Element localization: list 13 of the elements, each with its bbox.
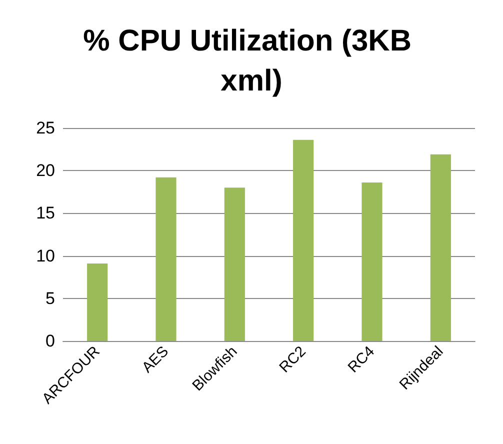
chart-title: % CPU Utilization (3KB xml) bbox=[83, 24, 420, 98]
y-tick-label: 15 bbox=[36, 204, 55, 223]
bar bbox=[87, 263, 108, 341]
y-tick-label: 20 bbox=[36, 161, 55, 180]
y-tick-label: 0 bbox=[46, 332, 55, 350]
y-tick-label: 25 bbox=[36, 118, 55, 138]
bar bbox=[156, 177, 176, 341]
bar bbox=[293, 140, 314, 341]
y-tick-label: 10 bbox=[36, 246, 55, 266]
bar bbox=[362, 182, 382, 341]
bar bbox=[224, 188, 245, 341]
bar bbox=[430, 154, 451, 341]
y-tick-label: 5 bbox=[46, 288, 55, 308]
